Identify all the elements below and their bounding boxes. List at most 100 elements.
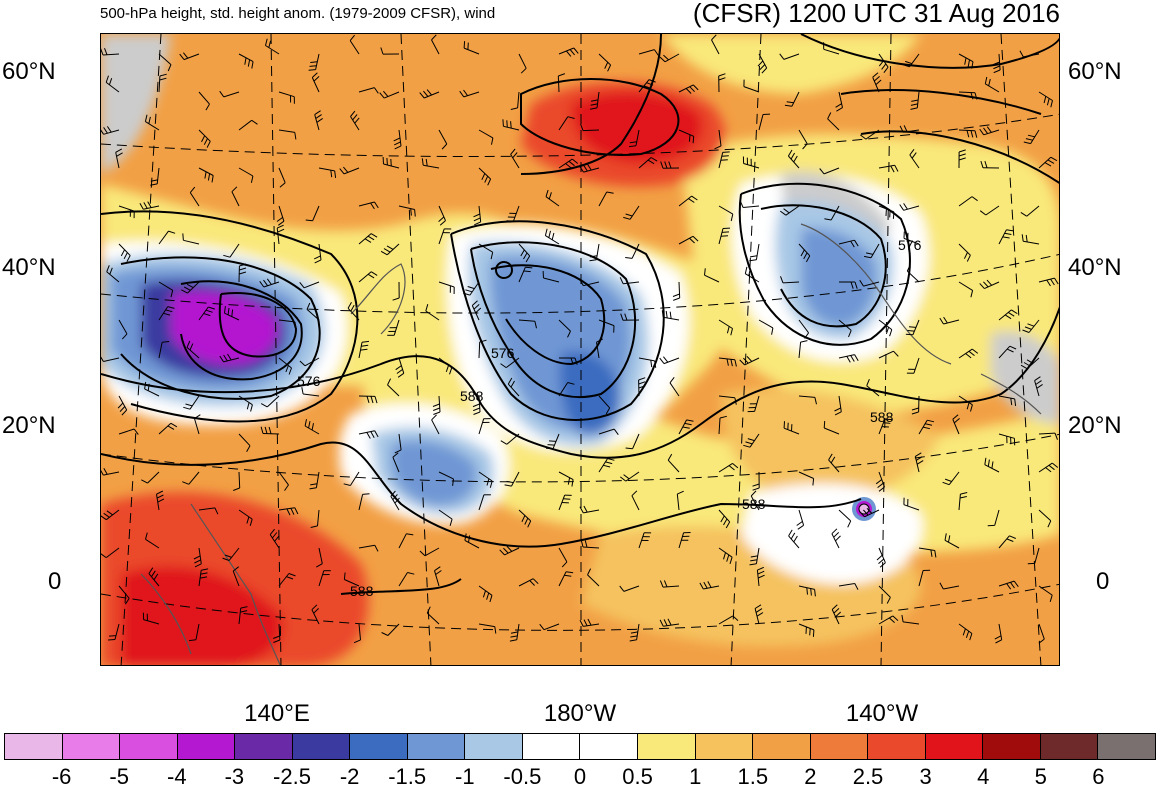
wind-barb-feather xyxy=(893,212,894,219)
colorbar-tick-label: 1.5 xyxy=(738,764,769,790)
wind-barb-feather xyxy=(546,448,553,449)
colorbar-segment xyxy=(753,734,811,759)
wind-barb-feather xyxy=(464,41,465,48)
lon-label-140w: 140°W xyxy=(846,700,918,728)
map-panel: 576 576 588 576 588 588 588 xyxy=(100,33,1060,666)
lat-label-right-40: 40°N xyxy=(1068,254,1122,282)
colorbar-tick-label: 0 xyxy=(574,764,586,790)
wind-barb-feather xyxy=(723,152,730,153)
wind-barb-feather xyxy=(813,479,814,486)
colorbar-segment xyxy=(868,734,926,759)
colorbar-segment xyxy=(235,734,293,759)
contour-label: 588 xyxy=(350,583,373,599)
wind-barb-feather xyxy=(310,62,317,63)
wind-barb-feather xyxy=(813,630,814,637)
wind-barb xyxy=(959,92,975,93)
colorbar-segment xyxy=(926,734,984,759)
wind-barb-feather xyxy=(183,233,184,240)
wind-barb-feather xyxy=(507,120,508,127)
colorbar-segment xyxy=(1041,734,1099,759)
colorbar-segment xyxy=(350,734,408,759)
contour-label: 588 xyxy=(870,409,893,425)
contour-label: 588 xyxy=(460,388,483,404)
colorbar-segment xyxy=(523,734,581,759)
colorbar-segment xyxy=(178,734,236,759)
wind-barb-feather xyxy=(391,159,392,166)
wind-barb-feather xyxy=(511,121,512,128)
colorbar-tick-label: 5 xyxy=(1035,764,1047,790)
map-svg xyxy=(101,34,1060,666)
lon-label-140e: 140°E xyxy=(244,700,310,728)
wind-barb xyxy=(479,342,480,358)
colorbar-tick-label: 0.5 xyxy=(622,764,653,790)
colorbar-tick-label: -2 xyxy=(340,764,360,790)
wind-barb xyxy=(239,472,240,488)
lat-label-left-0: 0 xyxy=(48,568,61,596)
contour-label: 576 xyxy=(491,345,514,361)
wind-barb-feather xyxy=(722,156,729,157)
wind-barb-feather xyxy=(525,267,532,268)
wind-barb-feather xyxy=(824,421,825,428)
wind-barb-feather xyxy=(310,66,317,67)
wind-barb-feather xyxy=(626,448,633,449)
colorbar-segment xyxy=(983,734,1041,759)
colorbar-segment xyxy=(63,734,121,759)
colorbar-segment xyxy=(120,734,178,759)
lat-label-right-20: 20°N xyxy=(1068,412,1122,440)
wind-barb-feather xyxy=(722,232,729,233)
plot-subtitle: 500-hPa height, std. height anom. (1979-… xyxy=(100,5,495,22)
wind-barb-feather xyxy=(906,334,913,335)
colorbar-tick-label: -6 xyxy=(52,764,72,790)
colorbar-segment xyxy=(580,734,638,759)
wind-barb-feather xyxy=(108,640,115,641)
colorbar-segment xyxy=(696,734,754,759)
colorbar-segment xyxy=(293,734,351,759)
contour-label: 576 xyxy=(898,237,921,253)
colorbar-tick-label: 6 xyxy=(1092,764,1104,790)
wind-barb-feather xyxy=(548,445,555,446)
wind-barb-feather xyxy=(549,441,556,442)
colorbar-tick-label: 4 xyxy=(977,764,989,790)
colorbar xyxy=(4,733,1156,760)
wind-barb-feather xyxy=(909,327,916,328)
colorbar-tick-label: 1 xyxy=(689,764,701,790)
wind-barb-feather xyxy=(810,628,811,635)
wind-barb-feather xyxy=(721,236,728,237)
colorbar-segment xyxy=(408,734,466,759)
wind-barb-feather xyxy=(411,209,412,216)
wind-barb xyxy=(583,130,599,131)
wind-barb-feather xyxy=(524,271,531,272)
wind-barb-feather xyxy=(721,160,728,161)
lon-label-180w: 180°W xyxy=(544,700,616,728)
lat-label-left-40: 40°N xyxy=(2,254,56,282)
wind-barb-feather xyxy=(907,331,914,332)
wind-barb-feather xyxy=(344,573,345,580)
wind-barb-feather xyxy=(109,636,116,637)
wind-barb-feather xyxy=(306,220,313,221)
colorbar-tick-label: 3 xyxy=(919,764,931,790)
wind-barb-feather xyxy=(415,210,416,217)
wind-barb-feather xyxy=(807,588,808,595)
contour-label: 576 xyxy=(297,373,320,389)
colorbar-segment xyxy=(5,734,63,759)
colorbar-segment xyxy=(638,734,696,759)
colorbar-segment xyxy=(465,734,523,759)
colorbar-tick-label: -5 xyxy=(109,764,129,790)
colorbar-segment xyxy=(1098,734,1155,759)
lat-label-left-20: 20°N xyxy=(2,412,56,440)
wind-barb-feather xyxy=(693,136,694,143)
wind-barb-feather xyxy=(309,70,316,71)
colorbar-tick-label: -1.5 xyxy=(388,764,426,790)
colorbar-tick-label: -4 xyxy=(167,764,187,790)
wind-barb xyxy=(679,282,680,298)
wind-barb-feather xyxy=(503,119,504,126)
wind-barb-feather xyxy=(811,589,812,596)
lat-label-right-60: 60°N xyxy=(1068,58,1122,86)
wind-barb-feather xyxy=(387,158,388,165)
colorbar-tick-label: -0.5 xyxy=(503,764,541,790)
colorbar-tick-label: 2.5 xyxy=(853,764,884,790)
colorbar-tick-label: -1 xyxy=(455,764,475,790)
wind-barb-feather xyxy=(363,494,370,495)
colorbar-tick-label: -2.5 xyxy=(273,764,311,790)
colorbar-tick-label: 2 xyxy=(804,764,816,790)
